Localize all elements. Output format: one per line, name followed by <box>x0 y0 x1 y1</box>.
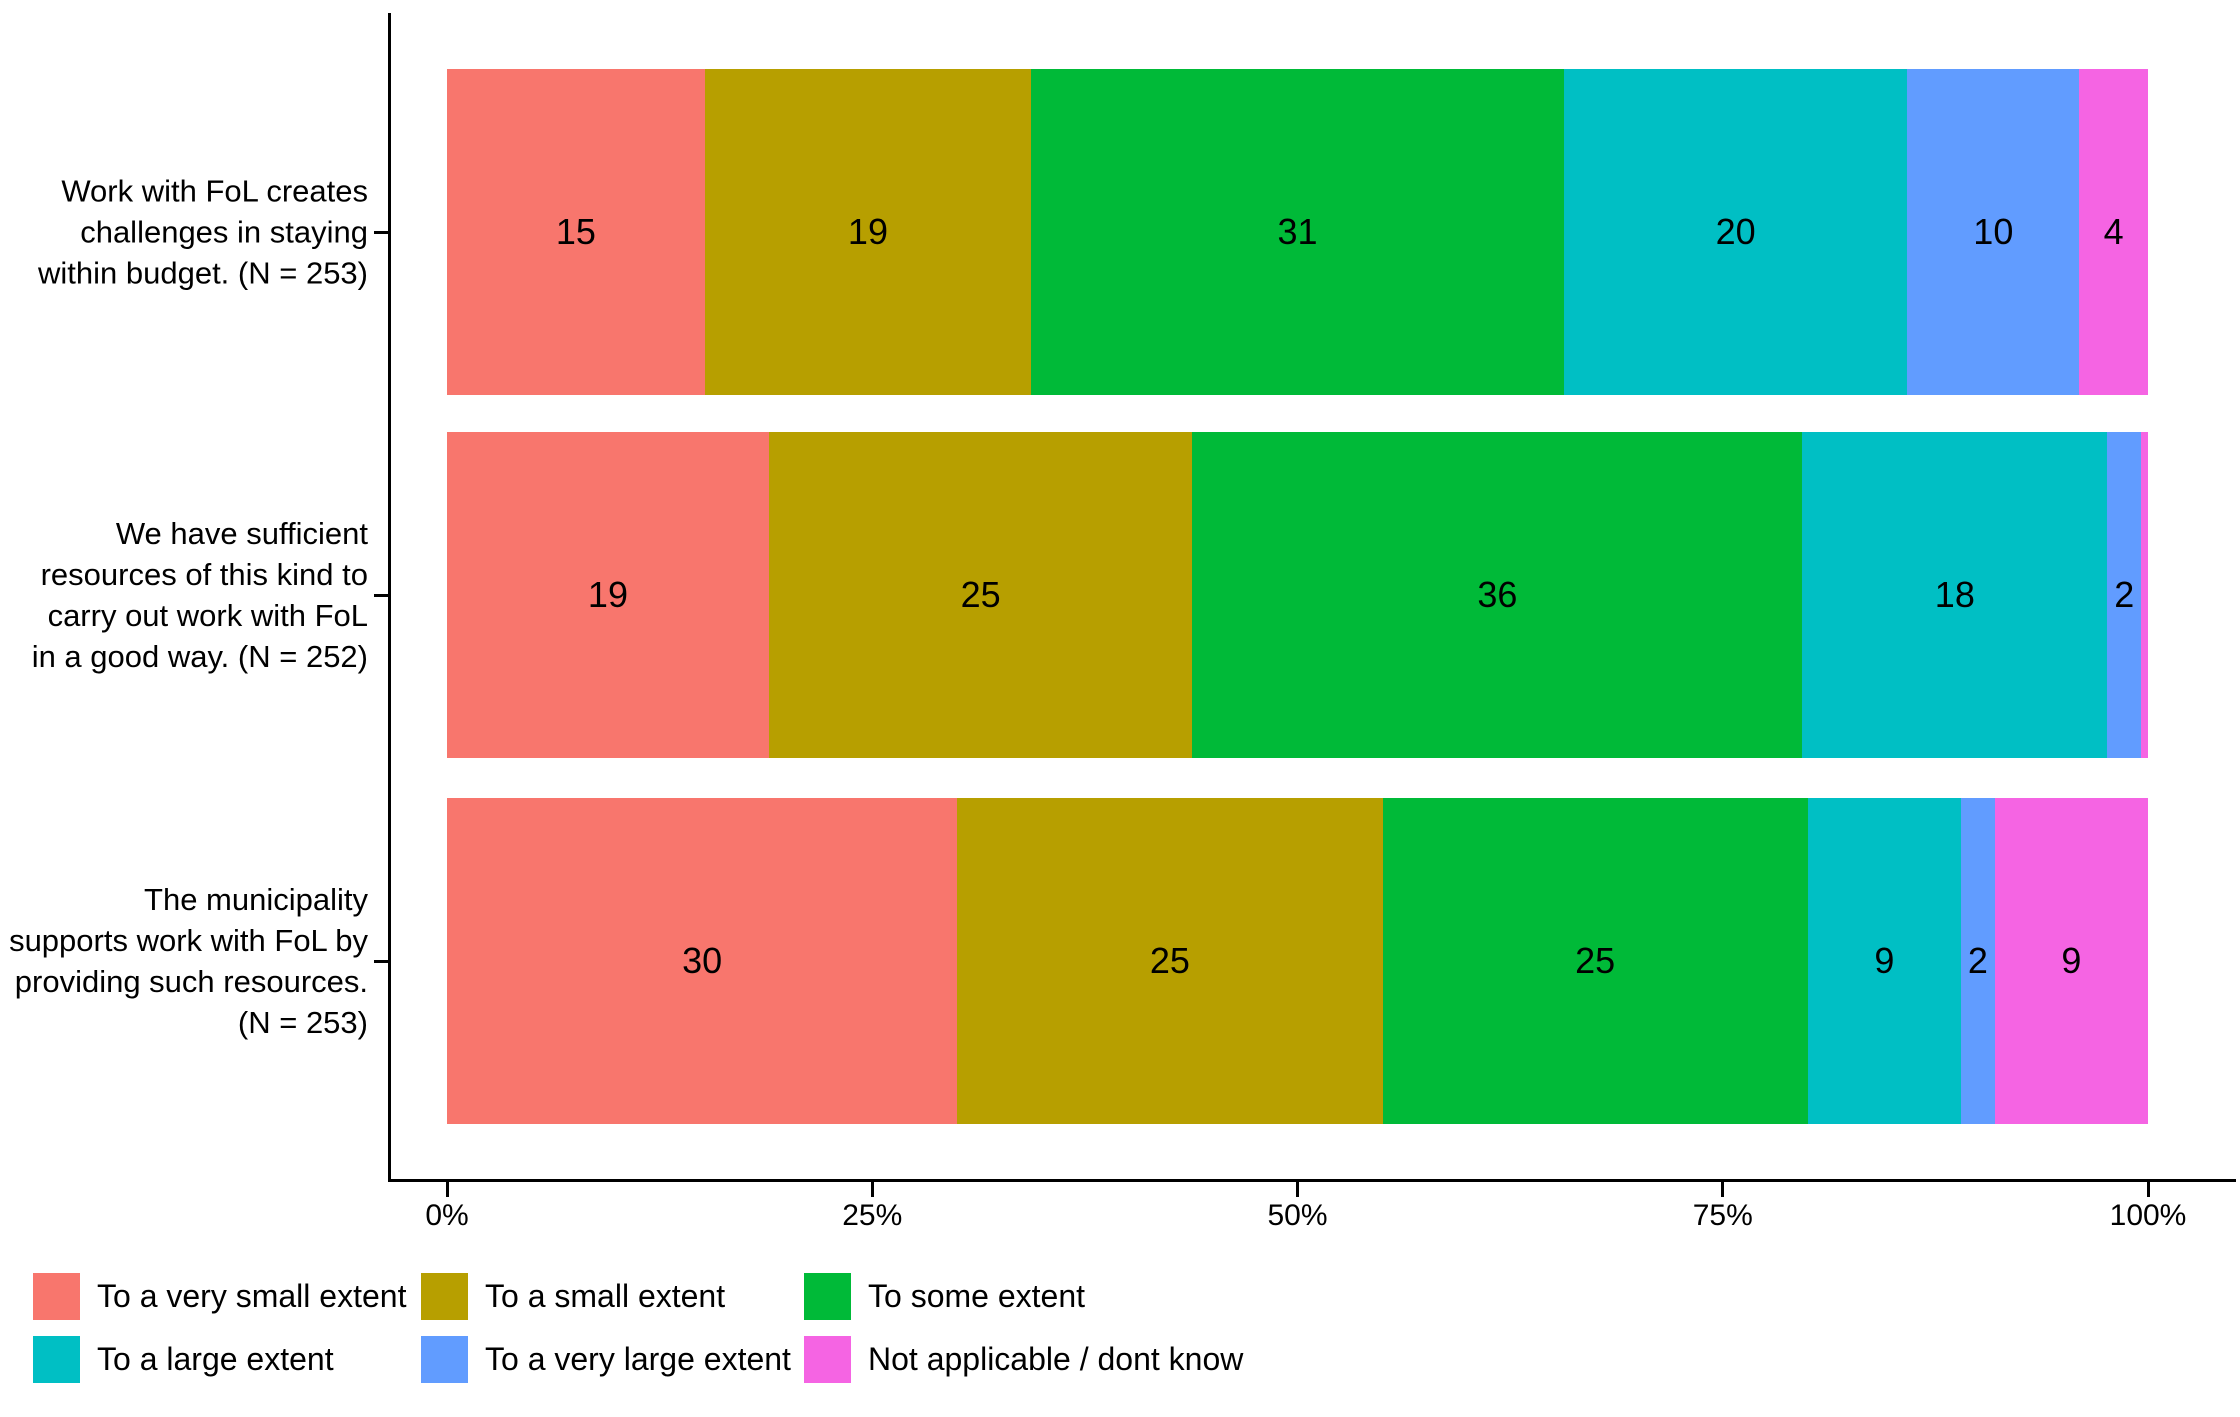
bar-segment: 20 <box>1563 69 1908 395</box>
legend-item-label: Not applicable / dont know <box>868 1341 1244 1377</box>
category-label-line: (N = 253) <box>237 1005 368 1040</box>
bar-segment: 31 <box>1031 69 1564 395</box>
x-axis-tick-label: 75% <box>1692 1199 1753 1232</box>
legend-item-label: To some extent <box>868 1278 1085 1314</box>
segment-value-label: 15 <box>555 211 596 252</box>
category-label-line: challenges in staying <box>80 214 368 250</box>
segment-value-label: 19 <box>587 574 628 615</box>
y-axis-line <box>388 13 391 1182</box>
segment-value-label: 18 <box>1934 574 1975 615</box>
legend-item: To a large extent <box>33 1336 334 1383</box>
segment-value-label: 4 <box>2103 211 2124 252</box>
segment-value-label: 31 <box>1277 211 1318 252</box>
y-axis-tick <box>374 960 388 963</box>
segment-value-label: 20 <box>1715 211 1756 252</box>
segment-value-label: 9 <box>1874 940 1895 981</box>
legend-item: To a small extent <box>421 1273 725 1320</box>
bar-segment <box>2141 432 2148 758</box>
legend-item: To a very large extent <box>421 1336 791 1383</box>
category-label-line: supports work with FoL by <box>9 923 368 958</box>
category-label-line: providing such resources. <box>14 964 368 999</box>
segment-value-label: 25 <box>1575 940 1616 981</box>
bar-segment: 25 <box>768 432 1193 758</box>
legend-color-swatch <box>804 1336 851 1383</box>
bar-segment: 10 <box>1907 69 2080 395</box>
x-axis-tick-label: 100% <box>2109 1199 2187 1232</box>
bar-segment: 2 <box>2107 432 2142 758</box>
legend-color-swatch <box>421 1336 468 1383</box>
legend-item-label: To a small extent <box>485 1278 726 1314</box>
y-axis-tick <box>374 594 388 597</box>
category-label: We have sufficient resources of this kind… <box>0 513 368 677</box>
bar-segment: 19 <box>704 69 1032 395</box>
legend-item-label: To a large extent <box>97 1341 334 1377</box>
bar-segment: 36 <box>1192 432 1803 758</box>
legend-color-swatch <box>33 1273 80 1320</box>
bar-segment: 9 <box>1807 798 1961 1124</box>
category-label-line: We have sufficient <box>115 516 368 551</box>
legend-color-swatch <box>804 1273 851 1320</box>
category-label-line: The municipality <box>144 882 368 917</box>
x-axis-tick <box>1296 1182 1299 1197</box>
bar-segment: 25 <box>957 798 1383 1124</box>
segment-value-label: 30 <box>682 940 723 981</box>
segment-value-label: 25 <box>1149 940 1190 981</box>
bar-segment: 2 <box>1960 798 1995 1124</box>
legend-color-swatch <box>33 1336 80 1383</box>
bar-row-2: 19 25 36 18 2 <box>447 432 2148 758</box>
segment-value-label: 2 <box>1967 940 1988 981</box>
category-label-line: in a good way. (N = 252) <box>31 639 368 674</box>
segment-value-label: 9 <box>2061 940 2082 981</box>
bar-segment: 9 <box>1994 798 2148 1124</box>
x-axis-tick-label: 0% <box>425 1199 469 1232</box>
legend-item-label: To a very small extent <box>97 1278 407 1314</box>
category-label-line: resources of this kind to <box>40 557 368 592</box>
legend-color-swatch <box>421 1273 468 1320</box>
x-axis-tick <box>1721 1182 1725 1197</box>
category-label: The municipality supports work with FoL b… <box>0 879 368 1043</box>
x-axis-line <box>388 1179 2236 1182</box>
bar-segment: 18 <box>1802 432 2108 758</box>
x-axis-tick <box>870 1182 874 1197</box>
category-label-line: within budget. (N = 253) <box>38 255 368 291</box>
category-label: Work with FoL creates challenges in stayi… <box>0 171 368 294</box>
segment-value-label: 10 <box>1973 211 2014 252</box>
segment-value-label: 25 <box>960 574 1001 615</box>
category-label-line: carry out work with FoL <box>47 598 368 633</box>
bar-segment: 19 <box>447 432 769 758</box>
bar-segment: 25 <box>1382 798 1808 1124</box>
bar-segment: 15 <box>447 69 705 395</box>
segment-value-label: 36 <box>1477 574 1518 615</box>
y-axis-tick <box>374 231 388 234</box>
bar-segment: 4 <box>2079 69 2148 395</box>
legend-item-label: To a very large extent <box>485 1341 791 1377</box>
x-axis-tick-label: 50% <box>1267 1199 1328 1232</box>
bar-row-1: 15 19 31 20 10 4 <box>447 69 2148 395</box>
bar-row-3: 30 25 25 9 2 9 <box>447 798 2148 1124</box>
bar-segment: 30 <box>447 798 958 1124</box>
segment-value-label: 19 <box>847 211 888 252</box>
legend-item: To a very small extent <box>33 1273 406 1320</box>
x-axis-tick <box>2146 1182 2150 1197</box>
legend-item: To some extent <box>804 1273 1085 1320</box>
category-label-line: Work with FoL creates <box>61 173 368 209</box>
legend-item: Not applicable / dont know <box>804 1336 1243 1383</box>
x-axis-tick-label: 25% <box>842 1199 903 1232</box>
segment-value-label: 2 <box>2114 574 2135 615</box>
x-axis-tick <box>445 1182 449 1197</box>
